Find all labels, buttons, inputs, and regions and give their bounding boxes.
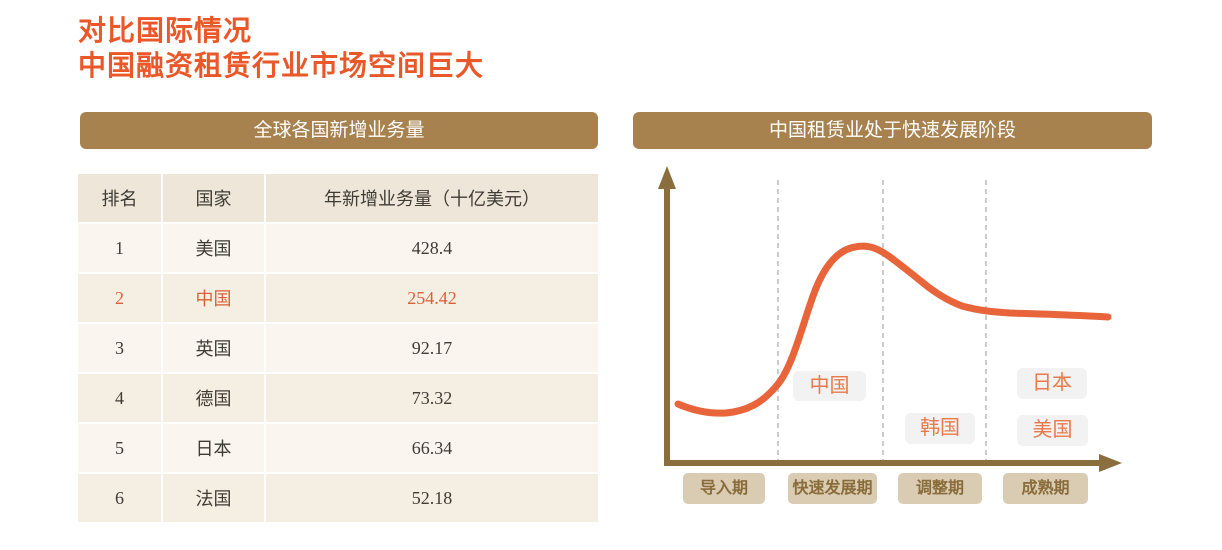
cell-value: 52.18 (265, 473, 598, 524)
cell-country: 德国 (162, 373, 266, 424)
table-row: 5 日本 66.34 (78, 423, 598, 474)
table-row: 4 德国 73.32 (78, 373, 598, 424)
stage-label-introduction: 导入期 (683, 473, 765, 504)
cell-value: 66.34 (265, 423, 598, 474)
lifecycle-chart-canvas (658, 166, 1122, 472)
cell-rank: 5 (78, 423, 163, 474)
cell-rank: 1 (78, 223, 163, 274)
cell-value: 254.42 (265, 273, 598, 324)
cell-rank: 2 (78, 273, 163, 324)
right-panel-header: 中国租赁业处于快速发展阶段 (633, 112, 1152, 149)
header-cell-rank: 排名 (78, 174, 163, 224)
country-label-korea: 韩国 (905, 413, 975, 444)
lifecycle-chart: 中国 韩国 日本 美国 导入期 快速发展期 调整期 成熟期 (640, 158, 1160, 533)
header-cell-country: 国家 (162, 174, 266, 224)
country-label-china: 中国 (793, 371, 866, 401)
cell-country: 美国 (162, 223, 266, 274)
cell-rank: 4 (78, 373, 163, 424)
lifecycle-curve (674, 242, 1112, 417)
cell-rank: 6 (78, 473, 163, 524)
cell-value: 73.32 (265, 373, 598, 424)
y-axis-arrow-icon (658, 166, 676, 189)
stage-label-adjustment: 调整期 (898, 473, 982, 504)
table-row: 6 法国 52.18 (78, 473, 598, 524)
cell-rank: 3 (78, 323, 163, 374)
stats-table: 排名 国家 年新增业务量（十亿美元） 1 美国 428.4 2 中国 254.4… (78, 174, 598, 524)
country-label-japan: 日本 (1017, 368, 1087, 399)
country-label-usa: 美国 (1017, 415, 1088, 446)
cell-value: 92.17 (265, 323, 598, 374)
table-row-highlighted: 2 中国 254.42 (78, 273, 598, 324)
stage-label-maturity: 成熟期 (1003, 473, 1088, 504)
cell-country: 法国 (162, 473, 266, 524)
cell-value: 428.4 (265, 223, 598, 274)
left-panel-header: 全球各国新增业务量 (80, 112, 598, 149)
cell-country: 中国 (162, 273, 266, 324)
page-title: 对比国际情况 中国融资租赁行业市场空间巨大 (78, 13, 484, 83)
stage-label-rapid-development: 快速发展期 (788, 473, 877, 504)
table-header-row: 排名 国家 年新增业务量（十亿美元） (78, 174, 598, 224)
x-axis-arrow-icon (1099, 454, 1122, 472)
cell-country: 英国 (162, 323, 266, 374)
header-cell-value: 年新增业务量（十亿美元） (265, 174, 598, 224)
cell-country: 日本 (162, 423, 266, 474)
table-row: 1 美国 428.4 (78, 223, 598, 274)
title-line-1: 对比国际情况 (78, 15, 253, 46)
title-line-2: 中国融资租赁行业市场空间巨大 (78, 50, 485, 81)
table-row: 3 英国 92.17 (78, 323, 598, 374)
